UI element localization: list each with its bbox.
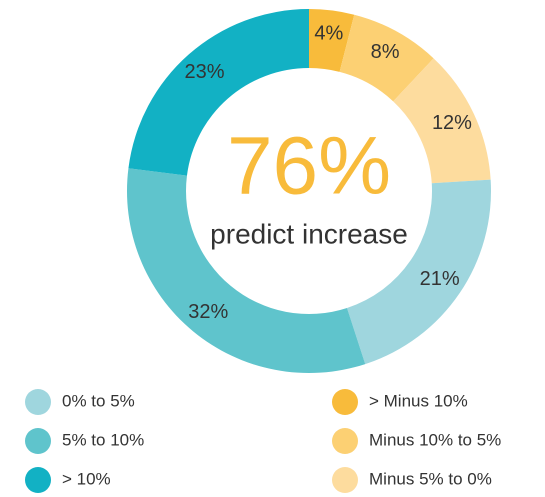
- legend-swatch: [25, 428, 51, 454]
- donut-segment: [339, 14, 434, 102]
- donut-segment: [309, 9, 355, 72]
- legend-label: Minus 5% to 0%: [369, 469, 492, 488]
- donut-segment: [393, 58, 491, 184]
- center-value: 76%: [227, 121, 391, 212]
- value-label: 4%: [314, 23, 343, 45]
- legend-swatch: [332, 467, 358, 493]
- value-label: 8%: [371, 41, 400, 63]
- donut-segment: [126, 168, 366, 373]
- legend-swatch: [25, 467, 51, 493]
- legend-swatch: [332, 428, 358, 454]
- legend-swatch: [25, 389, 51, 415]
- value-label: 23%: [184, 61, 224, 83]
- legend-swatch: [332, 389, 358, 415]
- donut-segment: [128, 9, 309, 176]
- legend-label: > 10%: [62, 469, 111, 488]
- center-subtext: predict increase: [210, 218, 408, 249]
- legend-label: Minus 10% to 5%: [369, 430, 501, 449]
- value-label: 21%: [420, 268, 460, 290]
- legend-label: 0% to 5%: [62, 391, 135, 410]
- donut-segment: [347, 179, 491, 365]
- value-label: 32%: [188, 301, 228, 323]
- legend-label: 5% to 10%: [62, 430, 144, 449]
- value-label: 12%: [432, 112, 472, 134]
- legend-label: > Minus 10%: [369, 391, 468, 410]
